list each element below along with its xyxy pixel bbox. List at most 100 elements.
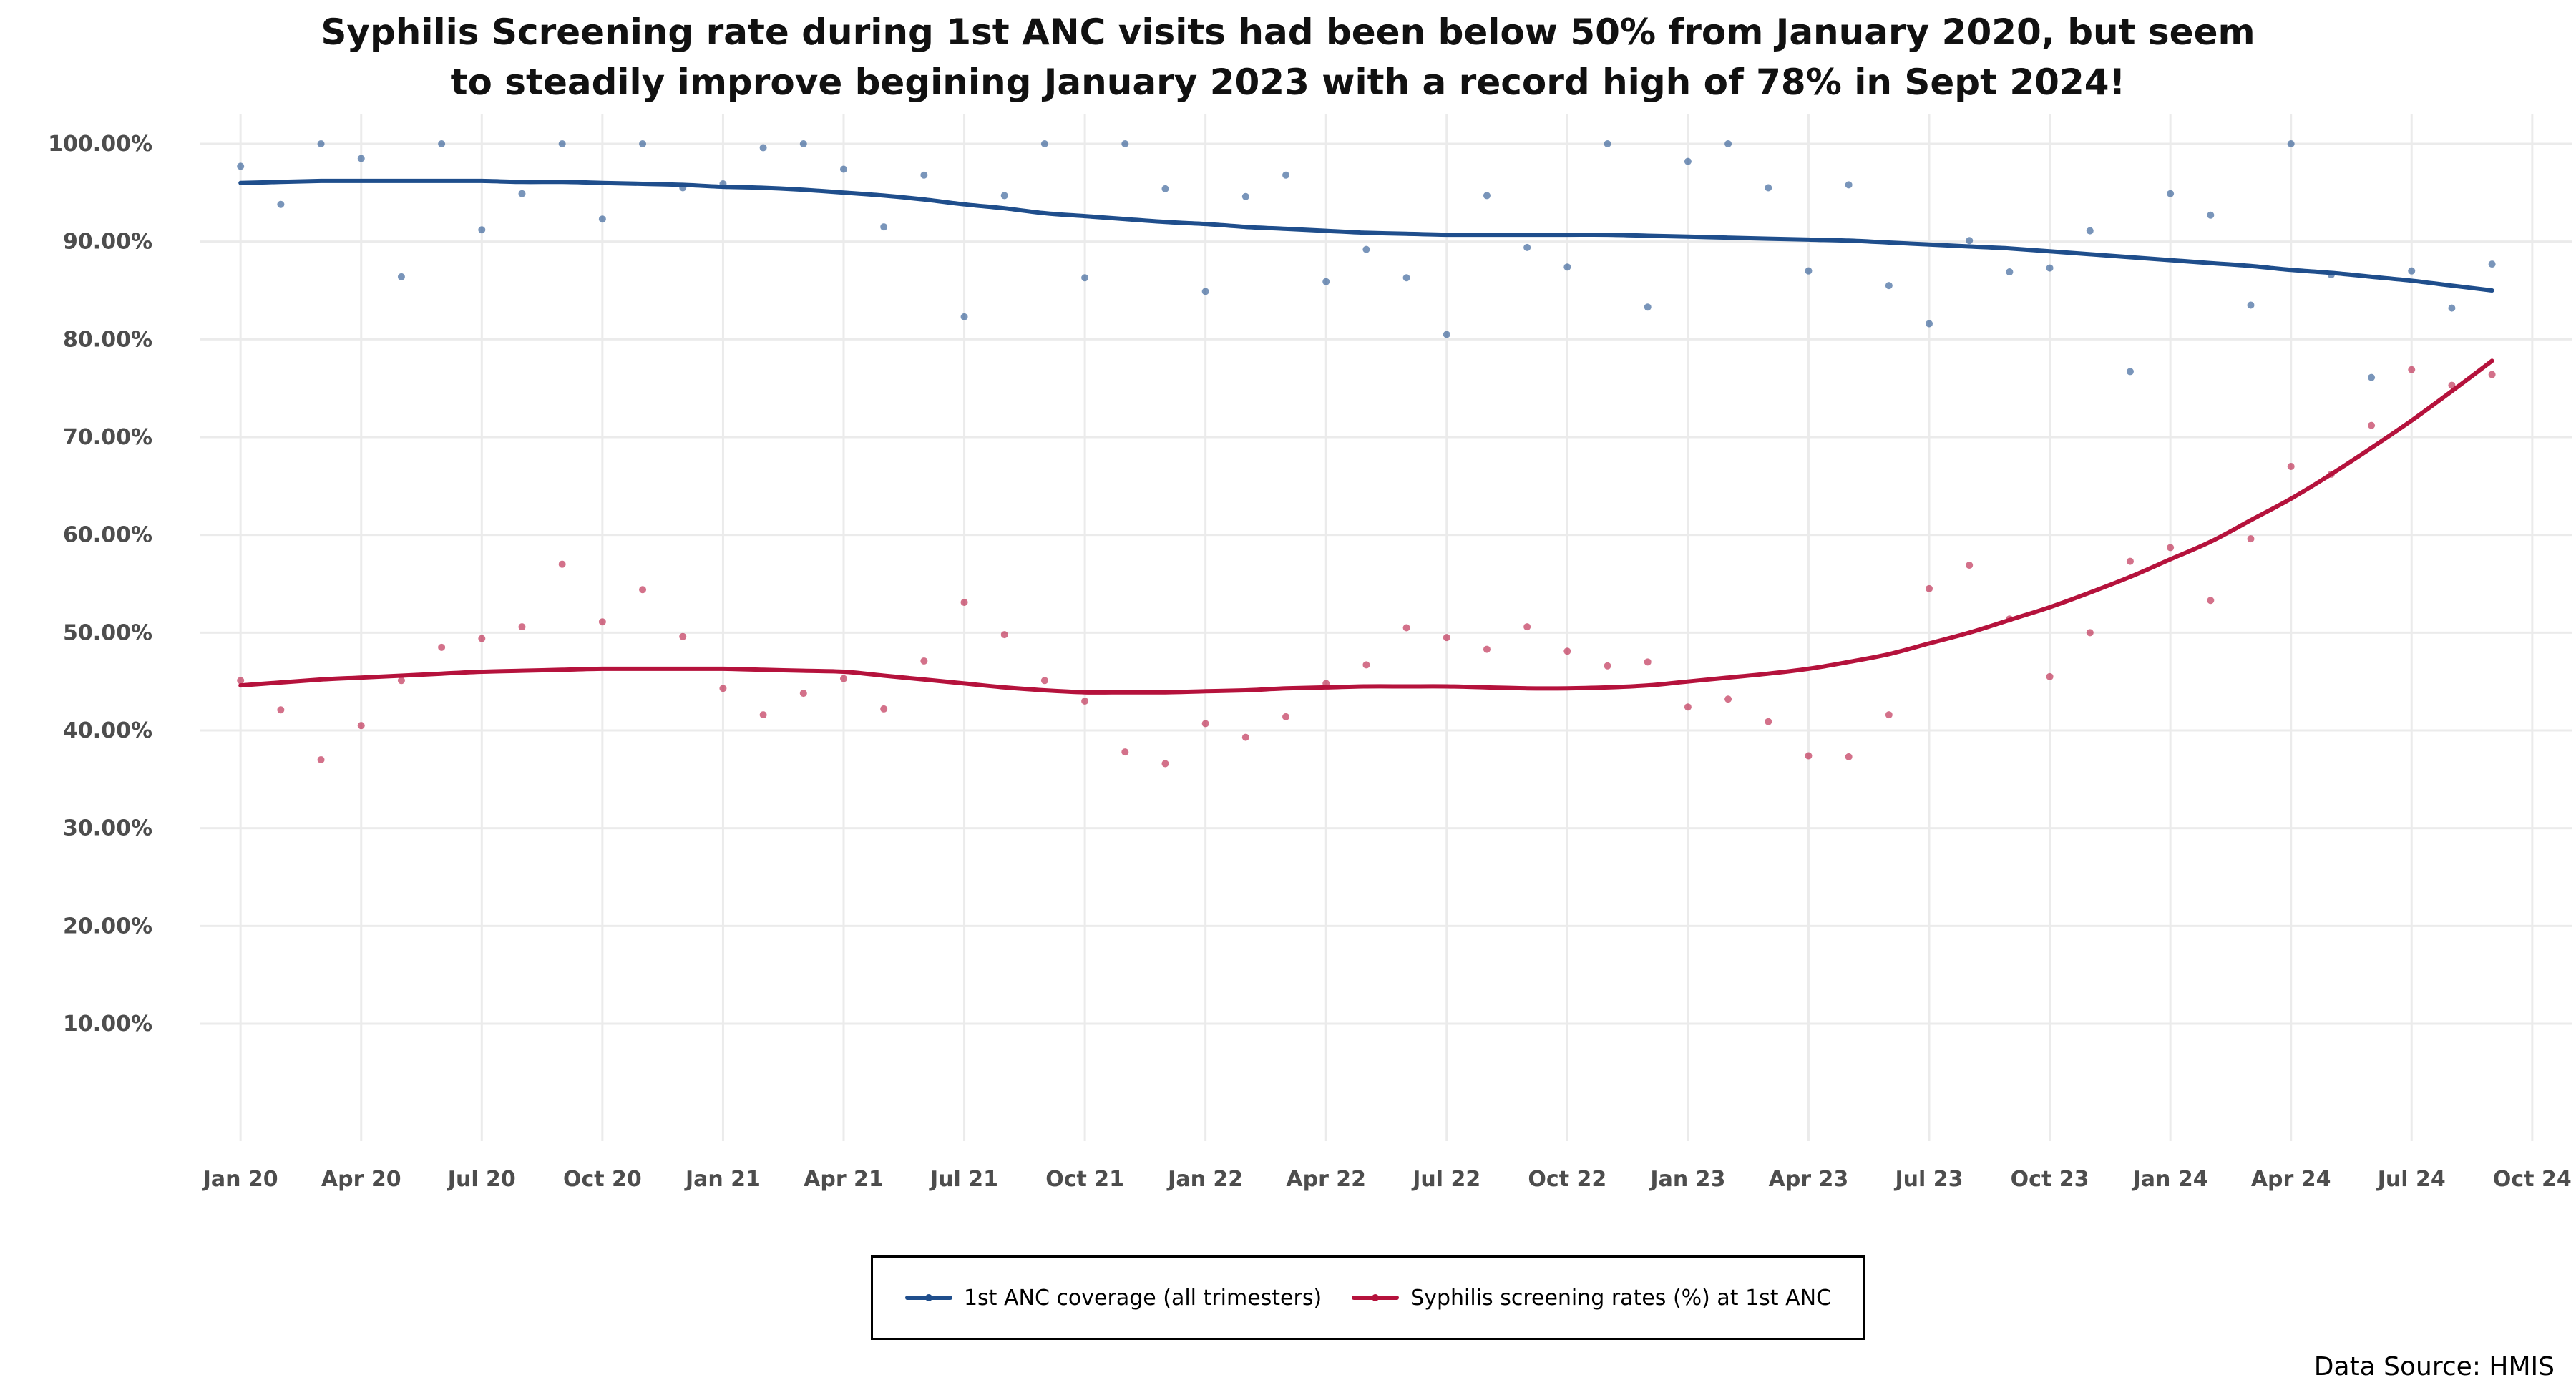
chart-title-line-1: Syphilis Screening rate during 1st ANC v… bbox=[321, 11, 2255, 53]
anc-coverage-point bbox=[598, 215, 606, 223]
anc-coverage-point bbox=[1483, 192, 1491, 200]
anc-coverage-point bbox=[759, 144, 767, 152]
syphilis-screening-point bbox=[397, 677, 405, 685]
anc-coverage-point bbox=[1765, 184, 1772, 192]
anc-coverage-point bbox=[960, 313, 968, 320]
y-tick-label: 90.00% bbox=[63, 230, 152, 255]
anc-coverage-point bbox=[237, 162, 245, 170]
x-tick-label: Oct 24 bbox=[2493, 1167, 2572, 1192]
syphilis-screening-point bbox=[1241, 733, 1249, 741]
syphilis-screening-point bbox=[1523, 623, 1531, 631]
syphilis-screening-point bbox=[1081, 698, 1089, 705]
syphilis-screening-point bbox=[438, 643, 446, 651]
y-tick-label: 70.00% bbox=[63, 425, 152, 450]
x-tick-label: Apr 22 bbox=[1286, 1167, 1366, 1192]
anc-coverage-point bbox=[839, 165, 847, 173]
x-tick-label: Oct 23 bbox=[2011, 1167, 2089, 1192]
anc-coverage-point bbox=[1362, 245, 1370, 253]
anc-coverage-point bbox=[2006, 268, 2014, 276]
anc-coverage-point bbox=[1081, 274, 1089, 282]
syphilis-screening-point bbox=[2207, 597, 2215, 604]
x-tick-label: Oct 22 bbox=[1528, 1167, 1606, 1192]
syphilis-screening-point bbox=[920, 657, 928, 665]
y-tick-label: 80.00% bbox=[63, 327, 152, 352]
syphilis-screening-point bbox=[1000, 631, 1008, 639]
x-tick-label: Oct 20 bbox=[563, 1167, 642, 1192]
x-tick-label: Apr 24 bbox=[2251, 1167, 2331, 1192]
anc-coverage-point bbox=[1604, 140, 1611, 147]
anc-coverage-point bbox=[1241, 192, 1249, 200]
legend-label-anc-coverage: 1st ANC coverage (all trimesters) bbox=[963, 1285, 1322, 1311]
anc-coverage-point bbox=[1563, 263, 1571, 271]
anc-coverage-point bbox=[1966, 237, 1974, 245]
anc-coverage-point bbox=[317, 140, 325, 147]
anc-coverage-point bbox=[1121, 140, 1129, 147]
anc-coverage-point bbox=[2247, 301, 2255, 309]
chart-title: Syphilis Screening rate during 1st ANC v… bbox=[0, 7, 2576, 107]
legend-item-syphilis-screening[interactable]: Syphilis screening rates (%) at 1st ANC bbox=[1352, 1286, 1831, 1311]
syphilis-screening-point bbox=[1885, 711, 1893, 719]
syphilis-screening-point bbox=[1040, 677, 1048, 685]
anc-coverage-point bbox=[1201, 288, 1209, 295]
anc-coverage-point bbox=[1443, 331, 1450, 338]
anc-coverage-point bbox=[357, 155, 365, 162]
y-axis-ticks: 10.00% 20.00% 30.00% 40.00% 50.00% 60.00% 70.0… bbox=[48, 132, 152, 1037]
x-tick-label: Jan 22 bbox=[1166, 1167, 1243, 1192]
syphilis-screening-point bbox=[2448, 381, 2456, 389]
syphilis-screening-point bbox=[719, 685, 727, 692]
anc-coverage-point bbox=[397, 273, 405, 280]
anc-coverage-point bbox=[558, 140, 566, 147]
x-tick-label: Jan 23 bbox=[1649, 1167, 1725, 1192]
anc-coverage-point bbox=[2046, 264, 2054, 272]
anc-coverage-point bbox=[1402, 274, 1410, 282]
y-tick-label: 40.00% bbox=[63, 718, 152, 743]
data-source-note: Data Source: HMIS bbox=[2313, 1352, 2555, 1381]
anc-coverage-point bbox=[1523, 243, 1531, 251]
x-tick-label: Jul 23 bbox=[1894, 1167, 1963, 1192]
syphilis-screening-point bbox=[598, 618, 606, 626]
syphilis-screening-point bbox=[1563, 647, 1571, 655]
syphilis-screening-point bbox=[2167, 544, 2175, 552]
syphilis-screening-point bbox=[1121, 748, 1129, 756]
anc-coverage-point bbox=[2167, 190, 2175, 197]
anc-coverage-point bbox=[2448, 304, 2456, 312]
anc-coverage-point bbox=[2488, 260, 2496, 268]
anc-coverage-point bbox=[277, 200, 285, 208]
syphilis-screening-point bbox=[357, 722, 365, 730]
y-tick-label: 100.00% bbox=[48, 132, 152, 157]
legend-key-anc-coverage bbox=[904, 1294, 952, 1301]
syphilis-screening-point bbox=[1161, 760, 1169, 768]
trend-lines bbox=[238, 178, 2494, 695]
syphilis-screening-point bbox=[839, 675, 847, 682]
anc-coverage-point bbox=[2408, 267, 2416, 275]
legend-item-anc-coverage[interactable]: 1st ANC coverage (all trimesters) bbox=[904, 1285, 1322, 1311]
syphilis-screening-point bbox=[1604, 662, 1611, 670]
anc-coverage-point bbox=[1926, 320, 1933, 328]
anc-coverage-point bbox=[639, 140, 647, 147]
anc-coverage-point bbox=[920, 171, 928, 179]
x-tick-label: Jul 24 bbox=[2376, 1167, 2446, 1192]
anc-coverage-point bbox=[1322, 278, 1330, 285]
syphilis-screening-point bbox=[277, 706, 285, 714]
x-tick-label: Jan 20 bbox=[202, 1167, 278, 1192]
anc-coverage-point bbox=[1282, 171, 1290, 179]
syphilis-screening-point bbox=[1845, 753, 1853, 760]
y-tick-label: 30.00% bbox=[63, 816, 152, 841]
syphilis-screening-point bbox=[679, 632, 687, 640]
x-tick-label: Apr 23 bbox=[1769, 1167, 1849, 1192]
y-tick-label: 10.00% bbox=[63, 1012, 152, 1037]
syphilis-screening-point bbox=[960, 598, 968, 606]
syphilis-screening-point bbox=[558, 560, 566, 568]
anc-coverage-point bbox=[2086, 227, 2094, 235]
anc-coverage-point bbox=[438, 140, 446, 147]
syphilis-screening-point bbox=[1724, 695, 1732, 703]
legend: 1st ANC coverage (all trimesters) Syphil… bbox=[871, 1256, 1865, 1340]
syphilis-screening-point bbox=[2287, 463, 2295, 470]
x-tick-label: Jul 21 bbox=[929, 1167, 998, 1192]
y-tick-label: 60.00% bbox=[63, 523, 152, 548]
syphilis-screening-point bbox=[2247, 535, 2255, 543]
chart-title-line-2: to steadily improve begining January 202… bbox=[450, 62, 2126, 103]
syphilis-screening-point bbox=[2046, 672, 2054, 680]
syphilis-screening-point bbox=[1966, 562, 1974, 569]
